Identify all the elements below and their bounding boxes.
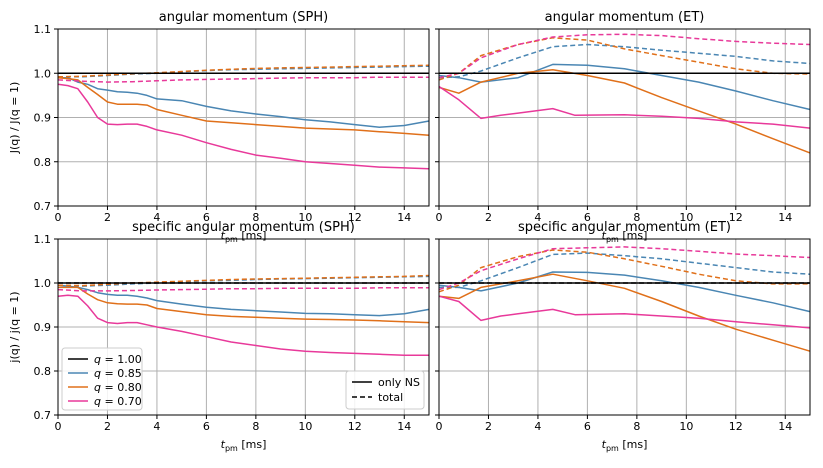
y-tick-label: 0.8 <box>34 365 52 378</box>
series-line-q085-only-ns <box>58 76 430 128</box>
y-tick-label: 0.7 <box>34 200 52 213</box>
x-tick-label: 10 <box>679 420 693 433</box>
x-tick-label: 2 <box>104 420 111 433</box>
series-group <box>438 33 811 154</box>
x-tick-label: 4 <box>534 420 541 433</box>
series-line-q080-total <box>57 64 430 78</box>
chart-title: specific angular momentum (SPH) <box>132 220 355 235</box>
series-line-q080-only-ns <box>438 68 811 154</box>
x-tick-label: 10 <box>298 211 312 224</box>
x-tick-label: 10 <box>679 211 693 224</box>
y-tick-label: 1.0 <box>34 67 52 80</box>
y-tick-label: 0.9 <box>34 321 52 334</box>
legend-label-total: total <box>378 391 403 404</box>
legend-label-q070: q = 0.70 <box>94 395 142 408</box>
series-line-q070-only-ns <box>438 85 811 129</box>
x-tick-label: 4 <box>534 211 541 224</box>
legend-label-only-ns: only NS <box>378 376 420 389</box>
x-tick-label: 6 <box>584 420 591 433</box>
chart-title: angular momentum (SPH) <box>159 10 328 25</box>
y-tick-label: 1.0 <box>34 277 52 290</box>
series-line-q070-total <box>57 287 429 292</box>
series-line-q085-total <box>439 252 811 289</box>
x-tick-label: 8 <box>633 420 640 433</box>
y-tick-label: 0.7 <box>34 409 52 422</box>
x-tick-label: 0 <box>436 211 443 224</box>
series-line-q080-total <box>438 37 811 81</box>
grid <box>439 29 810 206</box>
y-tick-label: 0.8 <box>34 156 52 169</box>
series-line-q085-total <box>58 65 430 78</box>
x-tick-label: 2 <box>485 211 492 224</box>
series-group <box>57 274 430 356</box>
y-axis-label: j(q) / j(q = 1) <box>8 291 21 363</box>
legend-style-box <box>345 370 425 410</box>
x-tick-label: 0 <box>55 211 62 224</box>
x-tick-label: 8 <box>252 211 259 224</box>
legend-q-values: q = 1.00q = 0.85q = 0.80q = 0.70 <box>61 347 143 411</box>
legend-label-q100: q = 1.00 <box>94 353 142 366</box>
series-line-q085-total <box>57 275 430 287</box>
y-tick-label: 0.9 <box>34 112 52 125</box>
legend-label-q085: q = 0.85 <box>94 367 142 380</box>
series-line-q070-only-ns <box>438 295 811 329</box>
x-tick-label: 6 <box>584 211 591 224</box>
x-axis-label: tpm [ms] <box>221 438 267 453</box>
series-line-q080-only-ns <box>57 76 430 136</box>
legend-label-q080: q = 0.80 <box>94 381 142 394</box>
x-tick-label: 8 <box>633 211 640 224</box>
series-line-q080-only-ns <box>438 273 811 352</box>
x-tick-label: 14 <box>778 420 792 433</box>
series-group <box>57 64 430 170</box>
series-line-q085-only-ns <box>438 271 811 313</box>
x-tick-label: 12 <box>729 211 743 224</box>
y-axis-label: J(q) / J(q = 1) <box>8 82 21 155</box>
y-tick-label: 1.1 <box>34 233 52 246</box>
series-line-q070-total <box>438 33 811 79</box>
series-line-q070-total <box>57 76 429 83</box>
chart-title: angular momentum (ET) <box>545 10 705 25</box>
series-line-q085-total <box>438 43 811 79</box>
x-tick-label: 0 <box>55 420 62 433</box>
chart-title: specific angular momentum (ET) <box>518 220 731 235</box>
panel-angular-momentum-sph: angular momentum (SPH) 0 2 4 6 8 10 12 14 0.7 0.8 0… <box>8 10 430 244</box>
grid <box>58 29 429 206</box>
series-line-q070-only-ns <box>57 294 429 356</box>
y-tick-label: 1.1 <box>34 23 52 36</box>
x-tick-label: 6 <box>203 211 210 224</box>
x-axis-label: tpm [ms] <box>602 438 648 453</box>
series-line-q080-total <box>57 274 430 287</box>
panel-specific-angular-momentum-sph: specific angular momentum (SPH) 0 2 4 6 8 10 12… <box>8 220 430 453</box>
panel-specific-angular-momentum-et: specific angular momentum (ET) 0 2 4 6 8 10 12 1… <box>435 220 811 453</box>
series-line-q070-only-ns <box>57 83 430 170</box>
x-tick-label: 8 <box>252 420 259 433</box>
series-group <box>438 246 811 352</box>
series-line-q085-only-ns <box>438 63 811 111</box>
grid <box>439 239 810 415</box>
legend-line-style: only NS total <box>345 370 425 410</box>
x-tick-label: 4 <box>153 420 160 433</box>
x-tick-label: 12 <box>348 211 362 224</box>
x-tick-label: 0 <box>436 420 443 433</box>
x-tick-label: 2 <box>485 420 492 433</box>
series-line-q085-only-ns <box>57 284 430 317</box>
series-line-q080-only-ns <box>58 286 430 324</box>
x-tick-label: 4 <box>153 211 160 224</box>
x-tick-label: 14 <box>397 420 411 433</box>
legend-q-box <box>61 347 143 411</box>
x-tick-label: 12 <box>348 420 362 433</box>
x-tick-label: 12 <box>729 420 743 433</box>
x-tick-label: 14 <box>778 211 792 224</box>
x-tick-label: 6 <box>203 420 210 433</box>
series-line-q080-total <box>438 249 810 293</box>
series-line-q070-total <box>438 246 811 291</box>
x-tick-label: 2 <box>104 211 111 224</box>
x-tick-label: 14 <box>397 211 411 224</box>
x-tick-label: 10 <box>298 420 312 433</box>
